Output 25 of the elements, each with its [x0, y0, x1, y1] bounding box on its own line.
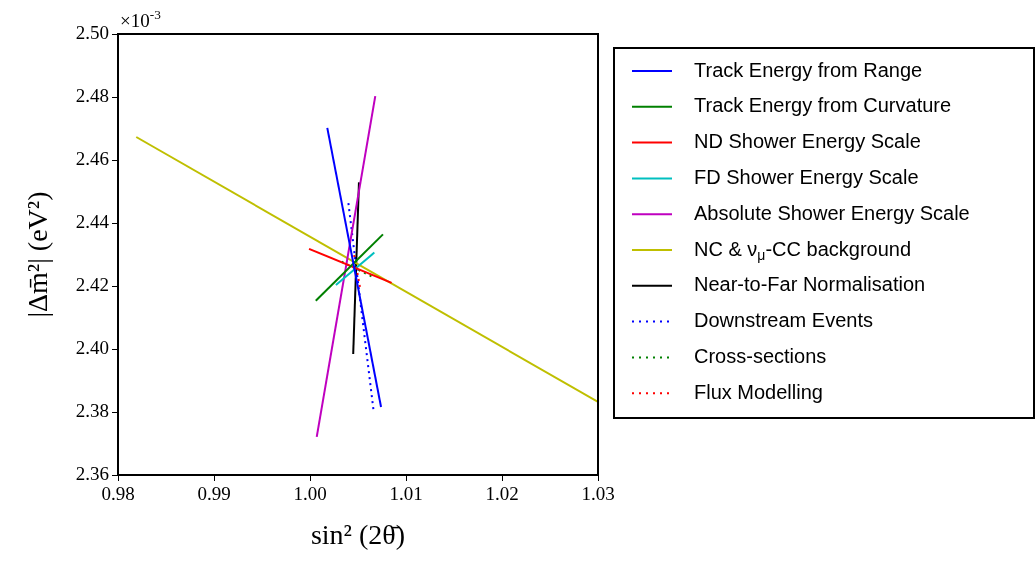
y-tick-label: 2.40	[75, 336, 109, 358]
y-tick-label: 2.38	[75, 399, 109, 421]
y-axis-title: |Δm̄²| (eV²)	[22, 191, 54, 318]
legend-label: Track Energy from Curvature	[694, 94, 952, 117]
x-axis-title: sin² (2θ̄)	[310, 519, 406, 551]
legend-label: Track Energy from Range	[694, 58, 923, 81]
y-tick-label: 2.36	[75, 462, 109, 484]
y-tick-label: 2.42	[75, 273, 109, 295]
legend-label: Downstream Events	[694, 309, 873, 332]
legend-label: Near-to-Far Normalisation	[694, 273, 926, 296]
x-tick-label: 0.98	[101, 483, 135, 505]
legend-label: Absolute Shower Energy Scale	[694, 201, 970, 224]
y-tick-label: 2.50	[75, 21, 109, 43]
y-tick-label: 2.44	[75, 210, 110, 232]
y-tick-label: 2.48	[75, 84, 109, 106]
legend-label: Cross-sections	[694, 344, 827, 367]
y-tick-label: 2.46	[75, 147, 109, 169]
legend-label: Flux Modelling	[694, 380, 823, 403]
legend-label: ND Shower Energy Scale	[694, 130, 921, 153]
x-tick-label: 1.02	[485, 483, 519, 505]
legend-label: FD Shower Energy Scale	[694, 165, 919, 188]
x-tick-label: 1.00	[293, 483, 327, 505]
x-tick-label: 1.01	[389, 483, 423, 505]
x-tick-label: 0.99	[197, 483, 231, 505]
x-tick-label: 1.03	[581, 483, 615, 505]
